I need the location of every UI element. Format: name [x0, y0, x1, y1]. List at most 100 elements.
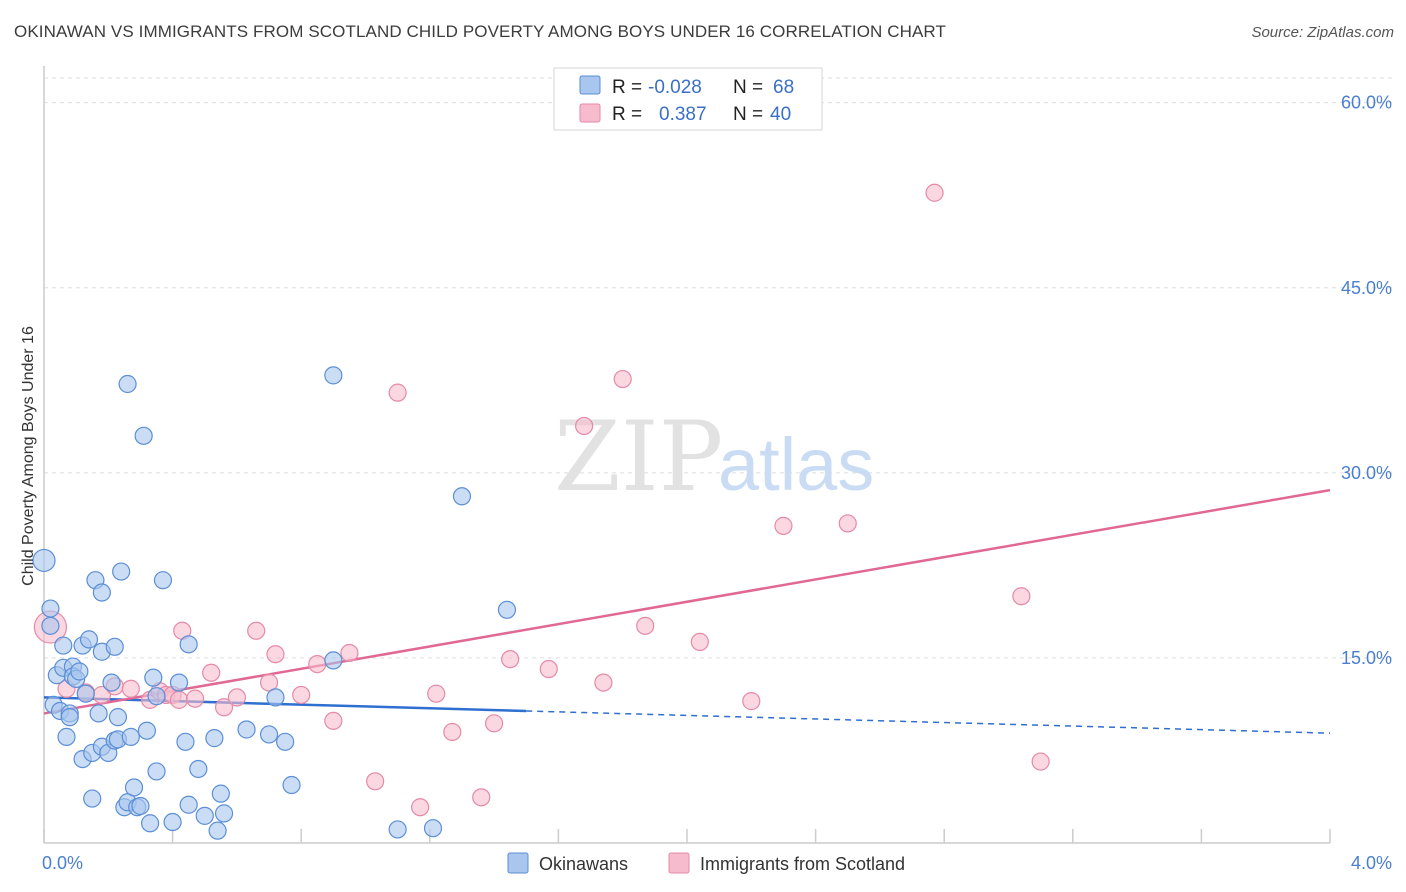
point-okinawans — [176, 732, 195, 751]
legend-r-value-okinawans: -0.028 — [648, 77, 702, 98]
point-scotland — [266, 645, 285, 664]
point-okinawans — [205, 729, 224, 748]
x-tick-label-min: 0.0% — [42, 853, 83, 873]
point-scotland — [340, 643, 359, 663]
point-scotland — [1031, 752, 1050, 771]
point-scotland — [501, 650, 520, 669]
y-axis-label: Child Poverty Among Boys Under 16 — [20, 326, 37, 586]
point-okinawans — [32, 548, 56, 573]
point-okinawans — [237, 720, 256, 739]
point-okinawans — [108, 708, 128, 727]
point-scotland — [121, 679, 140, 698]
y-tick-label: 45.0% — [1341, 278, 1392, 298]
point-okinawans — [282, 775, 301, 795]
trend-line-okinawans-projection — [526, 710, 1331, 734]
point-okinawans — [169, 673, 189, 692]
point-okinawans — [83, 789, 102, 808]
y-tick-label: 15.0% — [1341, 648, 1392, 668]
point-scotland — [472, 788, 491, 807]
point-scotland — [366, 772, 385, 791]
point-okinawans — [259, 725, 279, 744]
watermark-zip: ZIP — [554, 401, 723, 513]
point-scotland — [247, 621, 266, 640]
point-okinawans — [89, 704, 108, 723]
legend-swatch-scotland — [579, 103, 601, 123]
legend-r-label-okinawans: R = — [612, 77, 642, 98]
point-okinawans — [179, 635, 198, 654]
grid-layer — [44, 77, 1392, 659]
point-scotland — [169, 690, 189, 709]
point-scotland — [227, 688, 246, 707]
legend-n-label-scotland: N = — [733, 104, 763, 125]
legend-r-value-scotland: 0.387 — [659, 104, 707, 125]
point-okinawans — [153, 571, 173, 590]
point-okinawans — [102, 673, 121, 692]
point-okinawans — [54, 636, 73, 655]
point-scotland — [202, 663, 221, 682]
point-okinawans — [76, 684, 95, 703]
point-scotland — [925, 183, 944, 202]
point-okinawans — [60, 708, 79, 727]
point-okinawans — [388, 820, 407, 839]
point-okinawans — [214, 804, 234, 823]
axes-layer: 15.0% 30.0% 45.0% 60.0% — [43, 66, 1392, 844]
legend-n-value-okinawans: 68 — [773, 77, 794, 98]
x-tick-label-max: 4.0% — [1351, 853, 1392, 873]
point-okinawans — [147, 762, 166, 781]
point-scotland — [539, 659, 558, 679]
point-scotland — [613, 369, 632, 389]
point-okinawans — [92, 583, 111, 602]
point-scotland — [443, 722, 462, 742]
point-scotland — [292, 685, 311, 705]
point-scotland — [838, 514, 857, 533]
watermark: ZIP atlas — [554, 401, 874, 513]
point-okinawans — [163, 812, 182, 832]
point-okinawans — [140, 814, 160, 833]
point-scotland — [427, 684, 446, 703]
point-scotland — [388, 383, 407, 402]
point-okinawans — [118, 374, 137, 394]
points-layer — [32, 183, 1050, 840]
point-okinawans — [121, 727, 140, 746]
point-okinawans — [112, 562, 131, 581]
point-scotland — [594, 673, 613, 692]
point-okinawans — [134, 426, 153, 445]
point-scotland — [575, 416, 594, 436]
point-okinawans — [208, 821, 227, 840]
point-okinawans — [41, 599, 60, 618]
point-scotland — [411, 798, 430, 817]
bottom-legend-swatch-scotland — [668, 852, 690, 874]
point-okinawans — [137, 721, 156, 740]
point-okinawans — [497, 600, 517, 619]
point-okinawans — [144, 668, 163, 687]
point-okinawans — [124, 778, 144, 797]
point-okinawans — [195, 806, 214, 825]
point-scotland — [485, 714, 504, 733]
bottom-legend-label-scotland: Immigrants from Scotland — [700, 854, 905, 874]
point-okinawans — [452, 487, 472, 506]
point-okinawans — [189, 759, 208, 779]
point-okinawans — [266, 688, 285, 707]
point-scotland — [774, 516, 793, 535]
point-scotland — [308, 654, 327, 674]
point-okinawans — [57, 727, 76, 746]
trend-line-scotland — [43, 488, 1331, 715]
bottom-legend-label-okinawans: Okinawans — [539, 854, 628, 874]
legend: R = -0.028 N = 68 R = 0.387 N = 40 — [553, 67, 823, 131]
point-okinawans — [131, 796, 150, 816]
chart-source: Source: ZipAtlas.com — [1251, 24, 1394, 41]
point-scotland — [324, 711, 343, 730]
bottom-legend-swatch-okinawans — [507, 852, 529, 874]
point-okinawans — [179, 795, 198, 814]
point-okinawans — [147, 687, 166, 706]
point-scotland — [636, 616, 655, 635]
point-scotland — [742, 692, 761, 711]
legend-r-label-scotland: R = — [612, 104, 642, 125]
point-okinawans — [276, 732, 295, 751]
point-okinawans — [105, 637, 124, 656]
point-okinawans — [70, 662, 89, 681]
trend-layer — [43, 488, 1331, 734]
legend-swatch-okinawans — [579, 75, 601, 95]
point-okinawans — [324, 366, 343, 385]
